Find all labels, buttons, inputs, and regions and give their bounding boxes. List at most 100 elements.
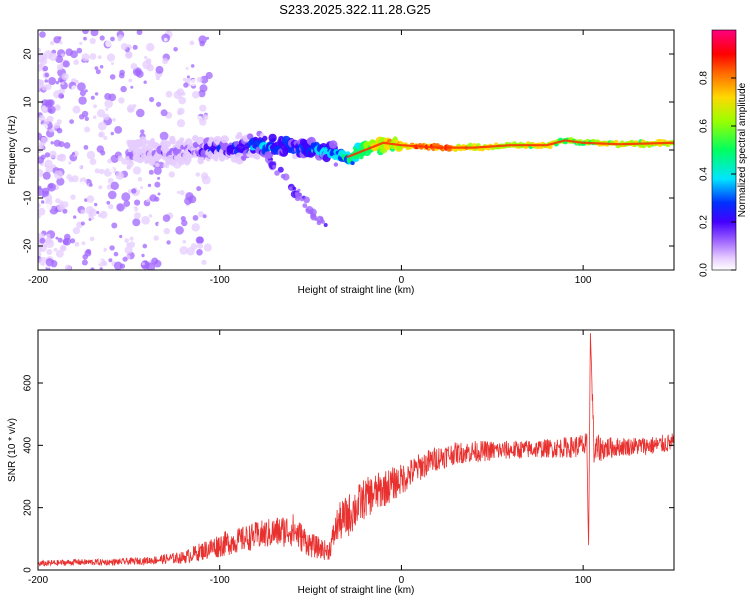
heatmap-cell bbox=[46, 233, 51, 238]
x-tick-label: 0 bbox=[399, 575, 405, 586]
colorbar-tick-label: 0.0 bbox=[699, 263, 710, 277]
x-tick-label: -100 bbox=[210, 275, 230, 286]
heatmap-cell bbox=[71, 175, 79, 183]
heatmap-cell bbox=[143, 80, 147, 84]
heatmap-cell bbox=[141, 262, 145, 266]
heatmap-cell bbox=[38, 145, 43, 154]
heatmap-cell bbox=[86, 195, 95, 203]
heatmap-cell bbox=[64, 233, 71, 241]
heatmap-cell bbox=[88, 218, 92, 221]
heatmap-cell bbox=[268, 133, 277, 143]
heatmap-cell bbox=[44, 79, 49, 83]
heatmap-cell bbox=[300, 197, 304, 202]
heatmap-cell bbox=[55, 236, 59, 240]
heatmap-cell bbox=[108, 204, 114, 210]
heatmap-cell bbox=[84, 249, 92, 257]
heatmap-cell bbox=[77, 82, 86, 92]
heatmap-cell bbox=[141, 216, 150, 225]
heatmap-cell bbox=[88, 46, 96, 54]
heatmap-cell bbox=[162, 163, 167, 168]
heatmap-cell bbox=[38, 156, 44, 164]
heatmap-cell bbox=[99, 65, 104, 69]
heatmap-cell bbox=[44, 203, 52, 211]
heatmap-cell bbox=[70, 194, 76, 200]
heatmap-cell bbox=[155, 65, 164, 74]
heatmap-cell bbox=[175, 226, 184, 235]
heatmap-cell bbox=[133, 166, 142, 175]
heatmap-cell bbox=[48, 52, 58, 61]
heatmap-cell bbox=[38, 207, 46, 216]
colorbar-label: Normalized spectral amplitude bbox=[737, 82, 748, 217]
heatmap-cell bbox=[78, 96, 87, 105]
colorbar-scale bbox=[711, 29, 737, 271]
heatmap-cell bbox=[117, 37, 122, 42]
heatmap-cell bbox=[81, 241, 86, 246]
heatmap-cell bbox=[89, 158, 97, 166]
heatmap-cell bbox=[81, 131, 86, 136]
heatmap-cell bbox=[142, 243, 148, 249]
heatmap-cell bbox=[44, 99, 53, 108]
heatmap-cell bbox=[169, 159, 177, 166]
heatmap-cell bbox=[163, 37, 168, 42]
snr-y-ticks: 0 200 400 600 bbox=[23, 374, 674, 573]
heatmap-cell bbox=[81, 259, 88, 266]
heatmap-cell bbox=[280, 173, 286, 179]
x-tick-label: -200 bbox=[28, 275, 48, 286]
heatmap-cell bbox=[55, 249, 64, 258]
heatmap-cell bbox=[220, 135, 229, 144]
colorbar: 0.0 0.2 0.4 0.6 0.8 Normalized spectral ampl… bbox=[699, 29, 748, 277]
heatmap-cell bbox=[105, 107, 109, 111]
heatmap-cell bbox=[197, 157, 204, 165]
x-tick-label: -100 bbox=[210, 575, 230, 586]
heatmap-cell bbox=[136, 108, 145, 118]
heatmap-cell bbox=[48, 77, 57, 85]
heatmap-cell bbox=[40, 200, 45, 204]
heatmap-cell bbox=[124, 246, 133, 255]
heatmap-cell bbox=[110, 36, 115, 42]
heatmap-cell bbox=[183, 117, 189, 122]
heatmap-cell bbox=[110, 154, 119, 163]
heatmap-cell bbox=[58, 36, 62, 40]
heatmap-cell bbox=[146, 43, 155, 52]
heatmap-cell bbox=[61, 246, 66, 250]
heatmap-cell bbox=[80, 209, 86, 215]
heatmap-cell bbox=[176, 119, 186, 128]
heatmap-cell bbox=[86, 150, 96, 160]
heatmap-cell bbox=[110, 181, 120, 190]
heatmap-cell bbox=[201, 175, 211, 185]
heatmap-cell bbox=[123, 200, 131, 207]
heatmap-cell bbox=[124, 238, 130, 244]
heatmap-cell bbox=[182, 77, 187, 82]
heatmap-cell bbox=[38, 114, 45, 122]
heatmap-cell bbox=[202, 214, 207, 219]
heatmap-cell bbox=[147, 183, 152, 188]
heatmap-cell bbox=[83, 36, 87, 41]
heatmap-cell bbox=[126, 242, 131, 247]
heatmap-cell bbox=[84, 116, 90, 122]
heatmap-cell bbox=[292, 186, 297, 191]
heatmap-cell bbox=[151, 223, 156, 227]
x-tick-label: 0 bbox=[399, 275, 405, 286]
heatmap-cell bbox=[62, 208, 68, 214]
heatmap-cell bbox=[154, 181, 161, 188]
heatmap-cell bbox=[186, 157, 192, 163]
heatmap-cell bbox=[76, 47, 83, 54]
heatmap-cell bbox=[68, 161, 72, 165]
heatmap-cell bbox=[45, 239, 55, 249]
heatmap-cell bbox=[109, 167, 114, 173]
heatmap-cell bbox=[93, 256, 102, 265]
heatmap-cell bbox=[213, 156, 219, 162]
heatmap-cell bbox=[186, 247, 195, 256]
heatmap-cell bbox=[97, 213, 102, 218]
heatmap-cell bbox=[192, 91, 200, 99]
heatmap-cell bbox=[108, 93, 117, 102]
heatmap-cell bbox=[196, 249, 203, 256]
y-tick-label: 600 bbox=[23, 374, 34, 391]
heatmap-cell bbox=[54, 104, 61, 111]
heatmap-cell bbox=[134, 199, 141, 206]
heatmap-cell bbox=[192, 215, 199, 221]
heatmap-cell bbox=[95, 69, 101, 75]
heatmap-cell bbox=[63, 142, 71, 149]
heatmap-cell bbox=[70, 50, 78, 59]
heatmap-x-label: Height of straight line (km) bbox=[298, 285, 415, 296]
